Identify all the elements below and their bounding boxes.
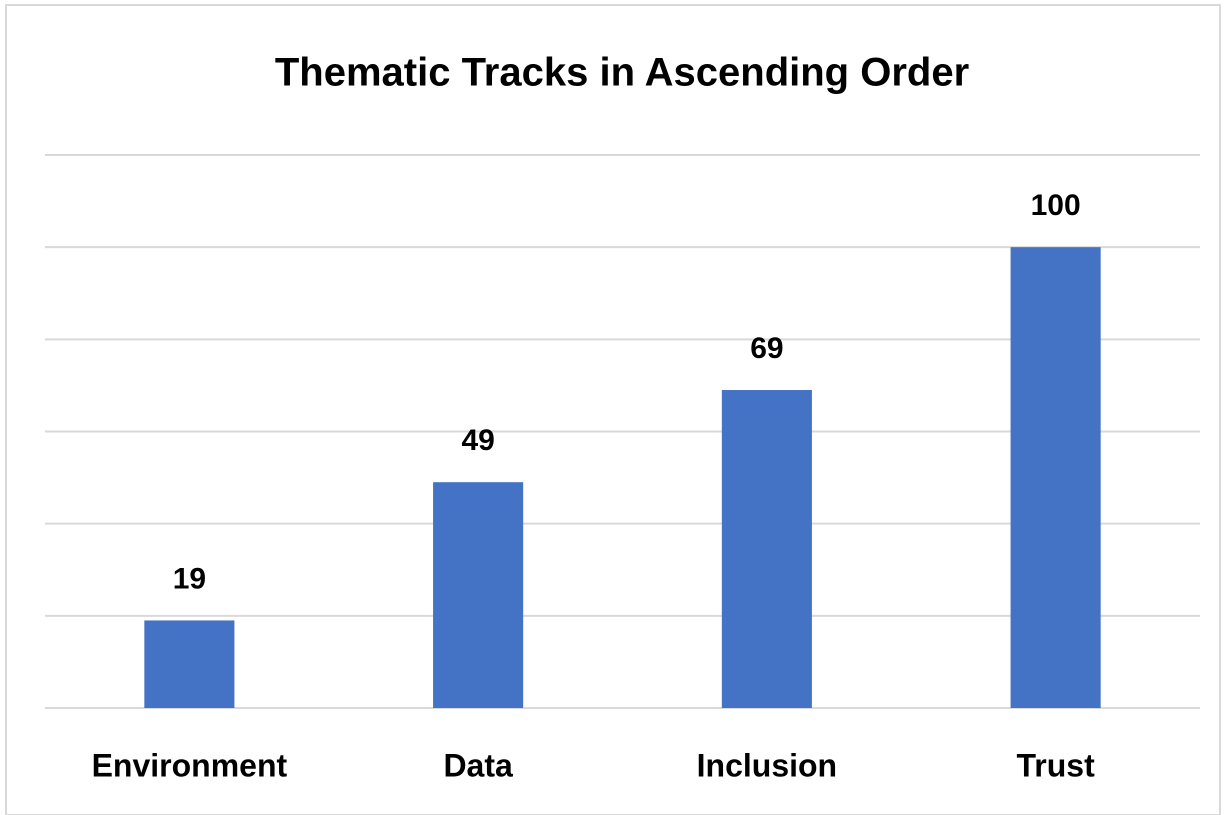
data-label: 69 xyxy=(750,332,783,365)
x-tick-label: Inclusion xyxy=(697,747,837,783)
x-tick-label: Trust xyxy=(1017,747,1096,783)
data-label: 49 xyxy=(461,424,494,457)
bar xyxy=(721,390,812,708)
data-label: 100 xyxy=(1031,189,1081,222)
chart-title: Thematic Tracks in Ascending Order xyxy=(275,51,969,95)
bar xyxy=(144,620,235,708)
bar xyxy=(1010,247,1101,708)
bar xyxy=(433,482,524,708)
x-tick-label: Environment xyxy=(92,747,288,783)
data-label: 19 xyxy=(173,562,206,595)
x-tick-label: Data xyxy=(443,747,513,783)
